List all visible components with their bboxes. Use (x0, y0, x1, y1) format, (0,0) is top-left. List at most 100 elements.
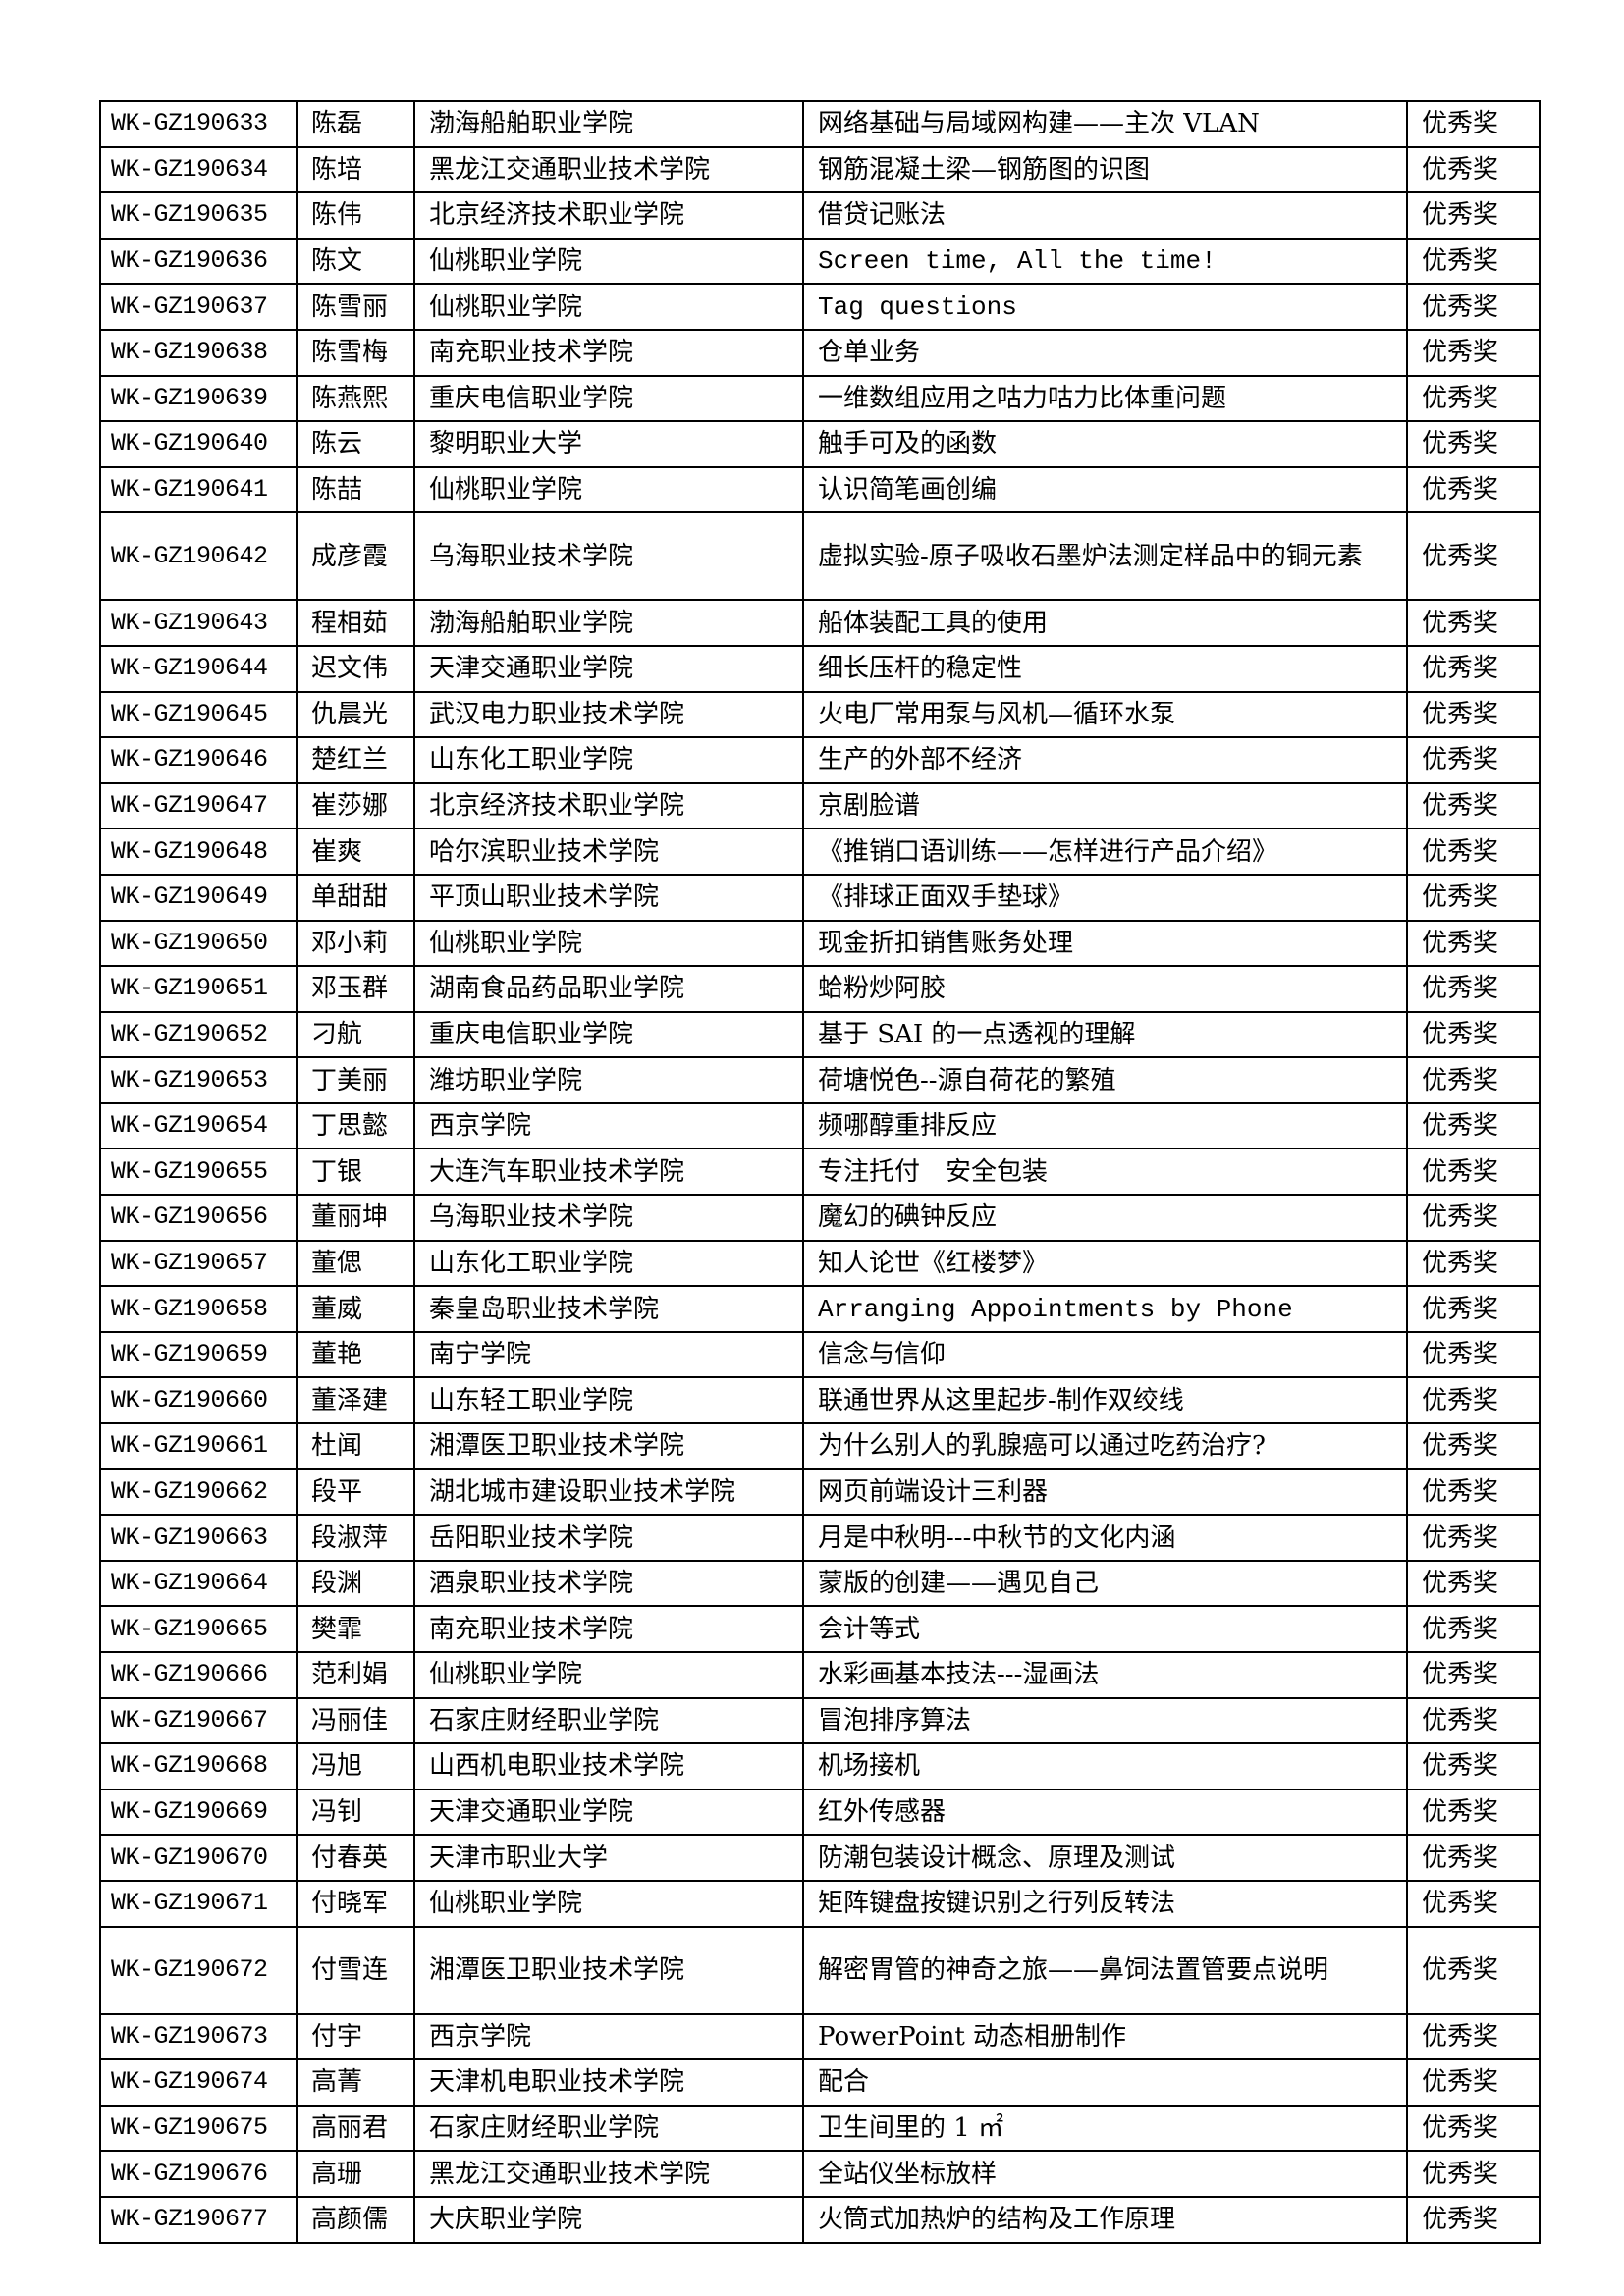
table-row: WK-GZ190639 陈燕熙 重庆电信职业学院 一维数组应用之咕力咕力比体重问题 优秀… (99, 374, 1541, 423)
award-cell: 优秀奖 (1406, 1742, 1541, 1790)
school-cell: 北京经济技术职业学院 (413, 191, 804, 240)
school-cell: 渤海船舶职业学院 (413, 599, 804, 647)
entry-id-cell: WK-GZ190636 (99, 237, 298, 286)
work-title-cell: 荷塘悦色--源自荷花的繁殖 (802, 1056, 1408, 1104)
entry-id-cell: WK-GZ190669 (99, 1788, 298, 1837)
table-row: WK-GZ190640 陈云 黎明职业大学 触手可及的函数 优秀奖 (99, 420, 1541, 468)
award-cell: 优秀奖 (1406, 1879, 1541, 1928)
award-cell: 优秀奖 (1406, 283, 1541, 331)
table-row: WK-GZ190669 冯钊 天津交通职业学院 红外传感器 优秀奖 (99, 1788, 1541, 1837)
award-cell: 优秀奖 (1406, 1514, 1541, 1562)
author-name-cell: 范利娟 (296, 1651, 415, 1699)
award-table: WK-GZ190633 陈磊 渤海船舶职业学院 网络基础与局域网构建——主次 VLAN… (99, 100, 1541, 2244)
school-cell: 武汉电力职业技术学院 (413, 690, 804, 739)
entry-id-cell: WK-GZ190643 (99, 599, 298, 647)
work-title-cell: 细长压杆的稳定性 (802, 644, 1408, 693)
table-row: WK-GZ190660 董泽建 山东轻工职业学院 联通世界从这里起步-制作双绞线 优秀奖 (99, 1376, 1541, 1425)
work-title-cell: 信念与信仰 (802, 1330, 1408, 1379)
entry-id-cell: WK-GZ190672 (99, 1925, 298, 2015)
table-row: WK-GZ190653 丁美丽 潍坊职业学院 荷塘悦色--源自荷花的繁殖 优秀奖 (99, 1056, 1541, 1104)
work-title-cell: 解密胃管的神奇之旅——鼻饲法置管要点说明 (802, 1925, 1408, 2015)
school-cell: 乌海职业技术学院 (413, 1194, 804, 1242)
award-cell: 优秀奖 (1406, 420, 1541, 468)
author-name-cell: 董艳 (296, 1330, 415, 1379)
table-row: WK-GZ190645 仇晨光 武汉电力职业技术学院 火电厂常用泵与风机—循环水泵 优秀… (99, 690, 1541, 739)
author-name-cell: 邓玉群 (296, 965, 415, 1013)
school-cell: 仙桃职业学院 (413, 283, 804, 331)
award-cell: 优秀奖 (1406, 2104, 1541, 2153)
award-cell: 优秀奖 (1406, 1148, 1541, 1197)
entry-id-cell: WK-GZ190668 (99, 1742, 298, 1790)
work-title-cell: 借贷记账法 (802, 191, 1408, 240)
award-cell: 优秀奖 (1406, 511, 1541, 602)
school-cell: 仙桃职业学院 (413, 237, 804, 286)
entry-id-cell: WK-GZ190659 (99, 1330, 298, 1379)
school-cell: 仙桃职业学院 (413, 465, 804, 514)
award-cell: 优秀奖 (1406, 1194, 1541, 1242)
work-title-cell: 钢筋混凝土梁—钢筋图的识图 (802, 145, 1408, 194)
author-name-cell: 樊霏 (296, 1605, 415, 1653)
entry-id-cell: WK-GZ190660 (99, 1376, 298, 1425)
entry-id-cell: WK-GZ190635 (99, 191, 298, 240)
work-title-cell: 虚拟实验-原子吸收石墨炉法测定样品中的铜元素 (802, 511, 1408, 602)
table-row: WK-GZ190658 董威 秦皇岛职业技术学院 Arranging Appointm… (99, 1285, 1541, 1333)
award-cell: 优秀奖 (1406, 100, 1541, 148)
school-cell: 重庆电信职业学院 (413, 374, 804, 423)
entry-id-cell: WK-GZ190676 (99, 2150, 298, 2198)
award-cell: 优秀奖 (1406, 1422, 1541, 1470)
work-title-cell: 基于 SAI 的一点透视的理解 (802, 1010, 1408, 1059)
award-cell: 优秀奖 (1406, 1559, 1541, 1608)
entry-id-cell: WK-GZ190633 (99, 100, 298, 148)
school-cell: 大连汽车职业技术学院 (413, 1148, 804, 1197)
work-title-cell: 频哪醇重排反应 (802, 1101, 1408, 1150)
award-cell: 优秀奖 (1406, 1468, 1541, 1517)
work-title-cell: 矩阵键盘按键识别之行列反转法 (802, 1879, 1408, 1928)
entry-id-cell: WK-GZ190667 (99, 1696, 298, 1745)
work-title-cell: 仓单业务 (802, 328, 1408, 377)
school-cell: 山东轻工职业学院 (413, 1376, 804, 1425)
work-title-cell: Tag questions (802, 283, 1408, 331)
author-name-cell: 陈文 (296, 237, 415, 286)
school-cell: 天津交通职业学院 (413, 644, 804, 693)
author-name-cell: 董威 (296, 1285, 415, 1333)
school-cell: 南宁学院 (413, 1330, 804, 1379)
award-cell: 优秀奖 (1406, 1056, 1541, 1104)
work-title-cell: 知人论世《红楼梦》 (802, 1239, 1408, 1288)
award-cell: 优秀奖 (1406, 465, 1541, 514)
author-name-cell: 陈雪梅 (296, 328, 415, 377)
award-cell: 优秀奖 (1406, 1605, 1541, 1653)
award-cell: 优秀奖 (1406, 191, 1541, 240)
work-title-cell: 船体装配工具的使用 (802, 599, 1408, 647)
author-name-cell: 冯钊 (296, 1788, 415, 1837)
work-title-cell: 火电厂常用泵与风机—循环水泵 (802, 690, 1408, 739)
entry-id-cell: WK-GZ190662 (99, 1468, 298, 1517)
author-name-cell: 董丽坤 (296, 1194, 415, 1242)
table-row: WK-GZ190673 付宇 西京学院 PowerPoint 动态相册制作 优秀奖 (99, 2012, 1541, 2061)
author-name-cell: 崔莎娜 (296, 781, 415, 830)
work-title-cell: 蛤粉炒阿胶 (802, 965, 1408, 1013)
entry-id-cell: WK-GZ190657 (99, 1239, 298, 1288)
entry-id-cell: WK-GZ190661 (99, 1422, 298, 1470)
award-cell: 优秀奖 (1406, 2195, 1541, 2244)
award-cell: 优秀奖 (1406, 2150, 1541, 2198)
award-cell: 优秀奖 (1406, 736, 1541, 784)
school-cell: 天津机电职业技术学院 (413, 2058, 804, 2107)
author-name-cell: 付晓军 (296, 1879, 415, 1928)
work-title-cell: 联通世界从这里起步-制作双绞线 (802, 1376, 1408, 1425)
school-cell: 仙桃职业学院 (413, 1879, 804, 1928)
entry-id-cell: WK-GZ190650 (99, 919, 298, 968)
school-cell: 乌海职业技术学院 (413, 511, 804, 602)
table-row: WK-GZ190636 陈文 仙桃职业学院 Screen time, All the … (99, 237, 1541, 286)
award-cell: 优秀奖 (1406, 2058, 1541, 2107)
work-title-cell: 防潮包装设计概念、原理及测试 (802, 1834, 1408, 1882)
table-row: WK-GZ190662 段平 湖北城市建设职业技术学院 网页前端设计三利器 优秀奖 (99, 1468, 1541, 1517)
table-row: WK-GZ190644 迟文伟 天津交通职业学院 细长压杆的稳定性 优秀奖 (99, 644, 1541, 693)
school-cell: 天津交通职业学院 (413, 1788, 804, 1837)
author-name-cell: 付春英 (296, 1834, 415, 1882)
entry-id-cell: WK-GZ190646 (99, 736, 298, 784)
work-title-cell: 蒙版的创建——遇见自己 (802, 1559, 1408, 1608)
author-name-cell: 迟文伟 (296, 644, 415, 693)
entry-id-cell: WK-GZ190640 (99, 420, 298, 468)
work-title-cell: Screen time, All the time! (802, 237, 1408, 286)
entry-id-cell: WK-GZ190677 (99, 2195, 298, 2244)
